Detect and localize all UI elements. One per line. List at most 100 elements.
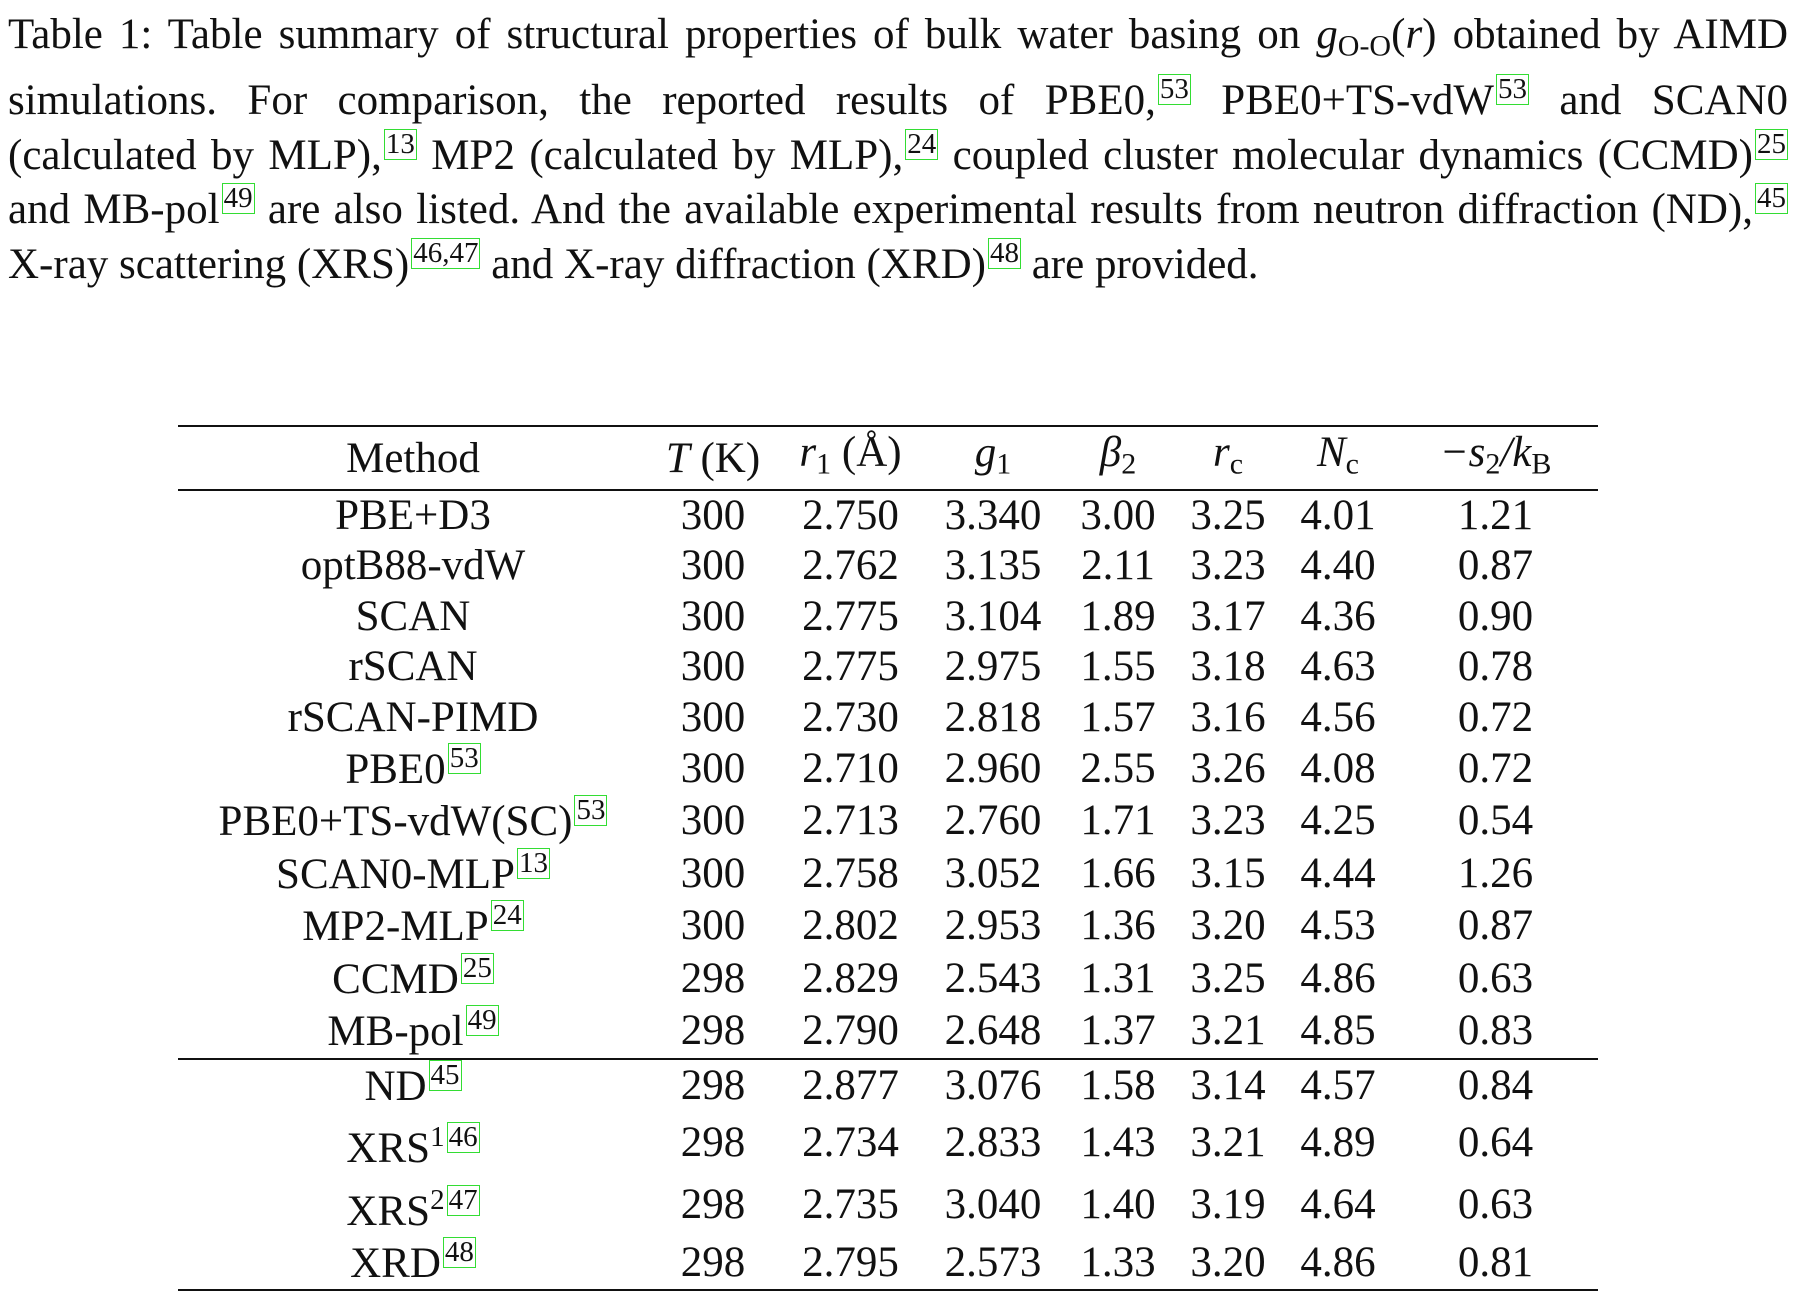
caption-text-10: and X-ray diffraction (XRD): [491, 240, 986, 288]
cell-rc: 3.20: [1190, 902, 1266, 950]
cell-temperature: 300: [680, 693, 746, 741]
citation-link[interactable]: 46,47: [411, 236, 481, 269]
cell-g1: 2.543: [944, 954, 1042, 1002]
header-temperature: T (K): [648, 426, 778, 491]
cell-g1: 2.960: [944, 744, 1042, 792]
cell-method: rSCAN: [348, 643, 478, 690]
caption-text-6: coupled cluster molecular dynamics (CCMD…: [952, 131, 1753, 179]
cell-r1: 2.802: [802, 902, 899, 950]
cell-r1: 2.829: [802, 954, 899, 1002]
cell-s2-kb: 0.87: [1457, 542, 1534, 589]
citation-link[interactable]: 45: [1755, 182, 1788, 215]
cell-method: PBE0 53: [345, 742, 481, 793]
cell-rc: 3.18: [1190, 643, 1266, 690]
cell-r1: 2.735: [802, 1181, 899, 1229]
citation-link[interactable]: 49: [221, 182, 255, 215]
citation-link[interactable]: 46: [446, 1121, 480, 1154]
table-caption: Table 1: Table summary of structural pro…: [8, 8, 1788, 292]
cell-g1: 3.052: [944, 849, 1042, 897]
header-s2-kb: −s2/kB: [1393, 426, 1598, 491]
cell-temperature: 300: [680, 902, 746, 950]
cell-s2-kb: 0.78: [1457, 643, 1534, 690]
cell-s2-kb: 1.21: [1457, 491, 1534, 539]
cell-s2-kb: 0.84: [1393, 1057, 1598, 1113]
citation-link[interactable]: 53: [574, 794, 608, 827]
cell-rc: 3.14: [1173, 1057, 1283, 1113]
cell-rc: 3.25: [1190, 491, 1266, 539]
cell-nc: 4.01: [1300, 491, 1376, 539]
cell-rc: 3.23: [1190, 797, 1266, 845]
cell-s2-kb: 0.63: [1457, 1181, 1534, 1229]
header-nc: Nc: [1283, 426, 1393, 491]
citation-link[interactable]: 45: [428, 1058, 462, 1091]
citation-link[interactable]: 24: [905, 127, 939, 160]
cell-beta2: 1.43: [1080, 1119, 1156, 1167]
table-row: SCAN0-MLP 13 300 2.758 3.052 1.66 3.15 4.44 1.26: [178, 846, 1598, 900]
header-method: Method: [178, 426, 648, 491]
cell-nc: 4.25: [1300, 797, 1376, 845]
citation-link[interactable]: 53: [447, 742, 481, 774]
method-superscript: 2: [430, 1183, 445, 1216]
table-row: XRD 48 298 2.795 2.573 1.33 3.20 4.86 0.81: [178, 1235, 1598, 1290]
cell-nc: 4.40: [1300, 542, 1376, 589]
table-row: CCMD 25 298 2.829 2.543 1.31 3.25 4.86 0.63: [178, 951, 1598, 1005]
cell-method: rSCAN-PIMD: [287, 693, 539, 741]
cell-r1: 2.734: [802, 1119, 899, 1167]
caption-text-7: and MB-pol: [8, 186, 220, 233]
cell-rc: 3.23: [1190, 542, 1266, 589]
cell-method: PBE+D3: [335, 491, 491, 539]
citation-link[interactable]: 24: [490, 899, 524, 932]
citation-link[interactable]: 25: [460, 951, 494, 984]
cell-beta2: 1.89: [1080, 592, 1156, 640]
cell-method: ND 45: [178, 1057, 648, 1113]
cell-temperature: 300: [680, 744, 746, 792]
citation-link[interactable]: 53: [1495, 73, 1529, 106]
cell-temperature: 298: [680, 1119, 746, 1167]
cell-r1: 2.758: [802, 849, 899, 897]
citation-link[interactable]: 48: [987, 236, 1021, 269]
cell-method: CCMD 25: [332, 951, 494, 1003]
citation-link[interactable]: 48: [442, 1235, 476, 1268]
table-row: XRS1 46 298 2.734 2.833 1.43 3.21 4.89 0.64: [178, 1112, 1598, 1174]
cell-r1: 2.795: [802, 1238, 899, 1286]
cell-r1: 2.775: [802, 592, 899, 640]
table-row: MB-pol 49 298 2.790 2.648 1.37 3.21 4.85 0.83: [178, 1005, 1598, 1058]
citation-link[interactable]: 49: [465, 1004, 499, 1037]
cell-temperature: 298: [680, 1181, 746, 1229]
cell-s2-kb: 0.72: [1457, 693, 1534, 741]
table-row: PBE0+TS-vdW(SC) 53 300 2.713 2.760 1.71 3.23 4.…: [178, 795, 1598, 847]
header-rc: rc: [1173, 426, 1283, 491]
cell-method: optB88-vdW: [300, 542, 526, 589]
cell-nc: 4.53: [1300, 902, 1376, 950]
citation-link[interactable]: 53: [1157, 73, 1191, 106]
cell-r1: 2.710: [802, 744, 899, 792]
cell-beta2: 3.00: [1080, 491, 1156, 539]
citation-link[interactable]: 13: [383, 127, 417, 160]
citation-link[interactable]: 13: [516, 846, 550, 879]
caption-text-4: and SCAN0 (calculated by MLP),: [8, 77, 1789, 179]
cell-temperature: 300: [680, 849, 746, 897]
cell-rc: 3.21: [1190, 1119, 1266, 1167]
citation-link[interactable]: 47: [446, 1183, 480, 1216]
header-g1: g1: [923, 426, 1063, 491]
caption-text-3: PBE0+TS-vdW: [1221, 77, 1494, 124]
cell-nc: 4.36: [1300, 592, 1376, 640]
method-superscript: 1: [430, 1121, 445, 1154]
cell-nc: 4.57: [1283, 1057, 1393, 1113]
cell-beta2: 1.36: [1080, 902, 1156, 950]
cell-rc: 3.26: [1190, 744, 1266, 792]
cell-method: MP2-MLP 24: [302, 899, 524, 951]
cell-g1: 3.135: [944, 542, 1042, 589]
cell-r1: 2.713: [802, 797, 899, 845]
cell-method: XRS1 46: [346, 1121, 480, 1172]
cell-s2-kb: 0.81: [1457, 1238, 1534, 1286]
cell-g1: 2.953: [944, 902, 1042, 950]
cell-beta2: 1.58: [1063, 1057, 1173, 1113]
cell-rc: 3.15: [1190, 849, 1266, 897]
citation-link[interactable]: 25: [1755, 127, 1788, 160]
caption-text-8: are also listed. And the available exper…: [267, 186, 1753, 233]
table-row: SCAN 300 2.775 3.104 1.89 3.17 4.36 0.90: [178, 592, 1598, 643]
cell-nc: 4.63: [1300, 643, 1376, 690]
cell-method: SCAN0-MLP 13: [276, 846, 550, 898]
caption-text-1: Table summary of structural properties o…: [167, 11, 1301, 58]
